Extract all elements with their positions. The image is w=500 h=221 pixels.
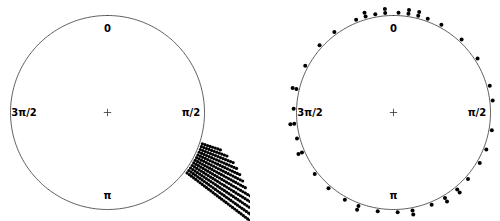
- svg-text:π: π: [104, 190, 112, 201]
- svg-text:π/2: π/2: [182, 107, 201, 118]
- svg-text:0: 0: [390, 23, 397, 34]
- svg-text:3π/2: 3π/2: [11, 107, 37, 118]
- svg-text:π: π: [390, 190, 398, 201]
- svg-text:π/2: π/2: [468, 107, 487, 118]
- svg-text:3π/2: 3π/2: [297, 107, 323, 118]
- svg-text:0: 0: [104, 23, 111, 34]
